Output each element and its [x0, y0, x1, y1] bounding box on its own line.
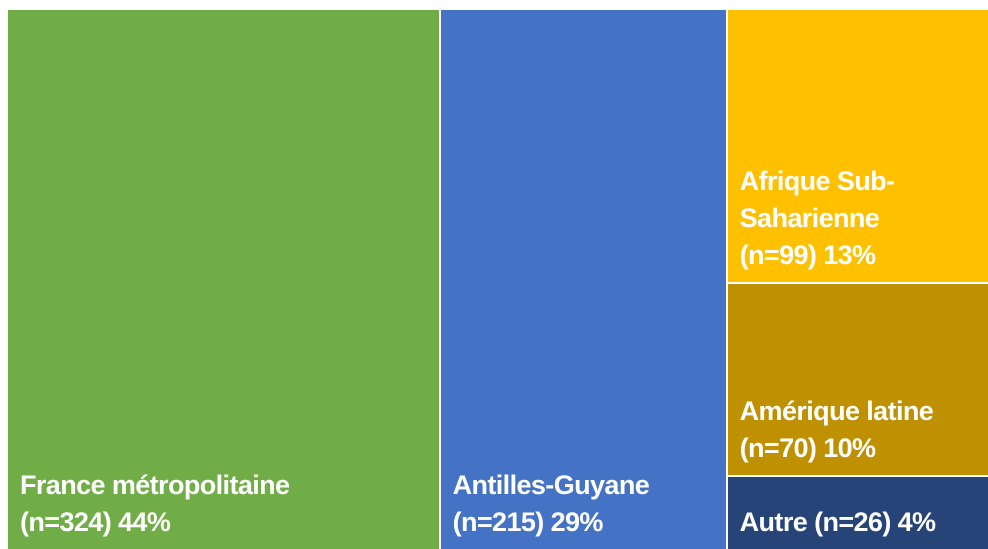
value-label: (n=26) 4% — [814, 506, 936, 537]
value-label: (n=215) 29% — [452, 507, 604, 537]
tile: France métropolitaine (n=324) 44% — [8, 10, 439, 549]
tile-label: Autre (n=26) 4% — [740, 504, 978, 541]
tile: Antilles-Guyane (n=215) 29% — [440, 10, 726, 549]
tile-label: Amérique latine (n=70) 10% — [740, 393, 978, 467]
category-label: Antilles-Guyane — [452, 470, 650, 500]
tile: Autre (n=26) 4% — [727, 477, 988, 549]
tile-label: France métropolitaine (n=324) 44% — [20, 467, 429, 541]
value-label: (n=324) 44% — [20, 507, 171, 537]
tile-label: Afrique Sub-Saharienne (n=99) 13% — [740, 163, 978, 274]
category-label: Autre — [739, 506, 808, 537]
value-label: (n=99) 13% — [739, 239, 876, 270]
category-label: Amérique latine — [739, 396, 934, 427]
value-label: (n=70) 10% — [739, 433, 876, 464]
tile: Amérique latine (n=70) 10% — [727, 283, 988, 476]
category-label: France métropolitaine — [20, 470, 290, 500]
tile-label: Antilles-Guyane (n=215) 29% — [453, 467, 716, 541]
category-label: Afrique Sub-Saharienne — [739, 165, 895, 233]
tile: Afrique Sub-Saharienne (n=99) 13% — [727, 10, 988, 282]
